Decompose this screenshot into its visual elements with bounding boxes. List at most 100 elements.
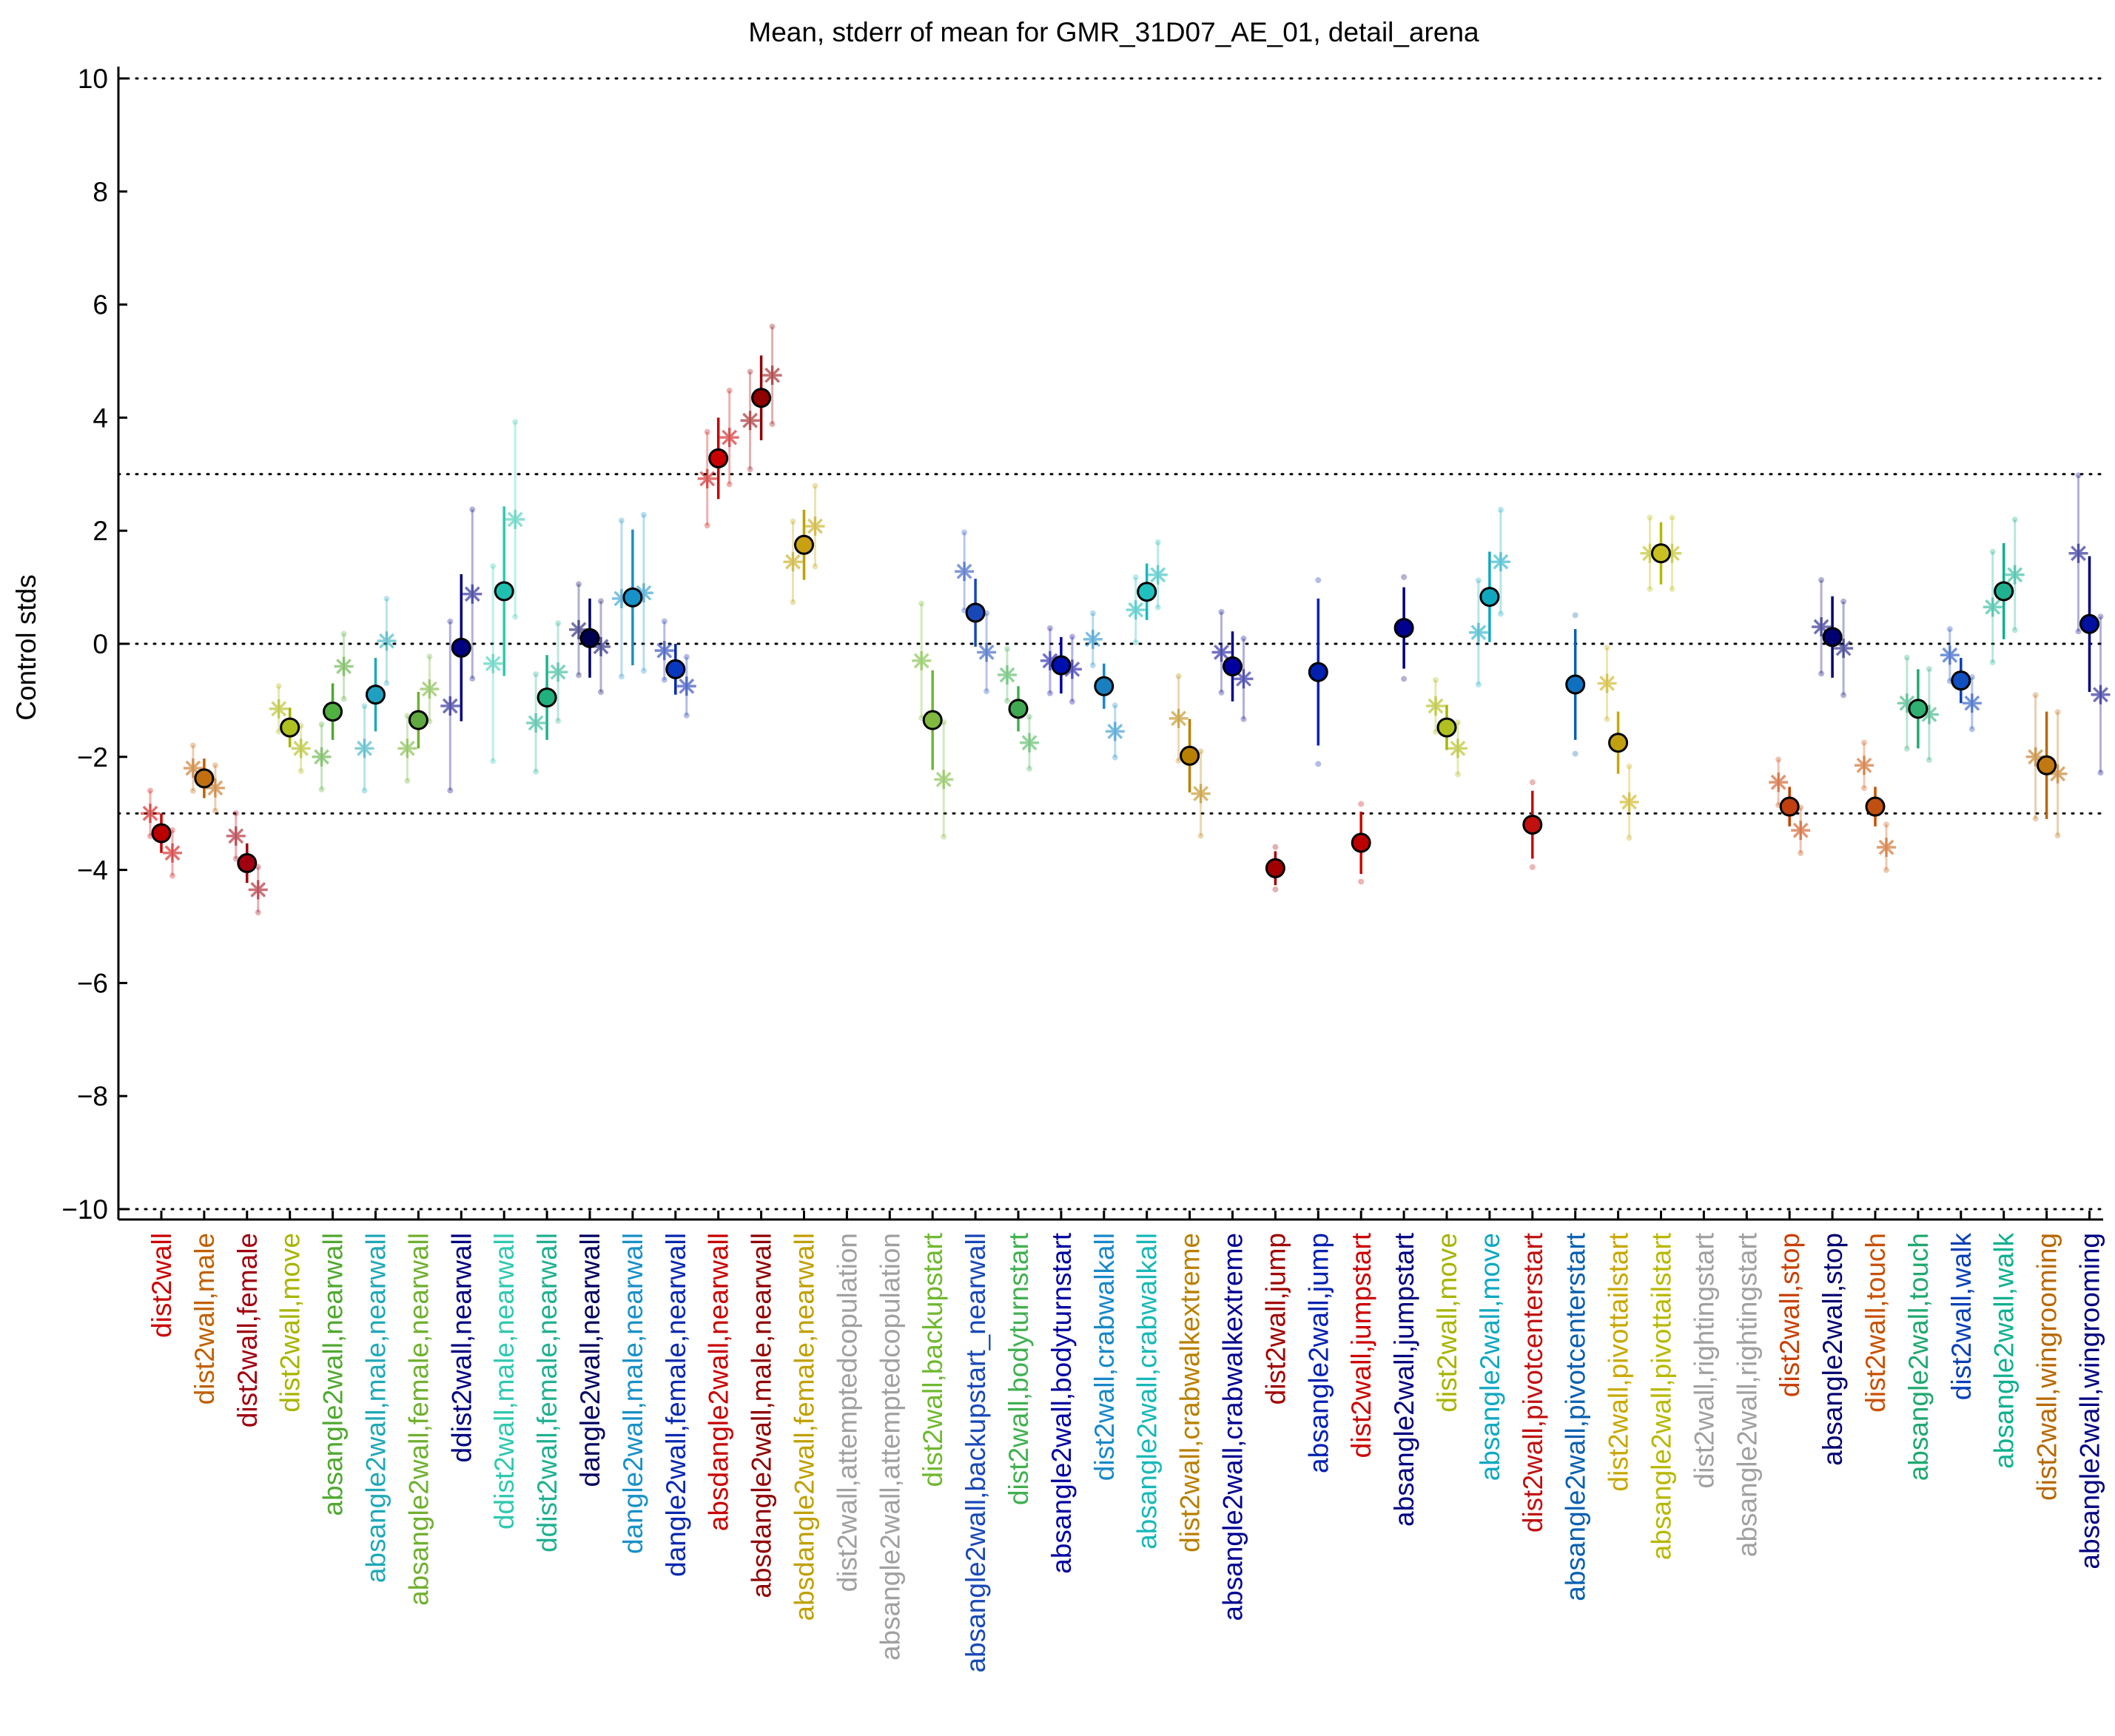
sex-error-dot [769, 323, 776, 330]
sex-error-dot [1818, 576, 1825, 583]
sex-error-dot [747, 369, 753, 375]
sex-error-dot [1497, 506, 1504, 513]
sex-error-dot [404, 778, 411, 784]
mean-marker [1994, 581, 2014, 602]
sex-error-dot [1883, 867, 1889, 873]
sex-error-dot [1669, 586, 1675, 593]
sex-error-dot [2097, 613, 2104, 620]
x-tick-label: absangle2wall,touch [1903, 1233, 1934, 1481]
sex-error-dot [361, 703, 368, 710]
sex-error-dot [2032, 692, 2039, 699]
x-tick-label: absangle2wall,crabwalkall [1132, 1233, 1163, 1550]
x-tick-label: dist2wall,touch [1860, 1233, 1891, 1413]
female-marker [505, 509, 525, 529]
mean-marker [1223, 656, 1243, 677]
sex-error-dot [1046, 690, 1053, 696]
sex-error-dot [812, 563, 818, 570]
male-marker [1597, 673, 1617, 693]
female-marker [1105, 721, 1125, 741]
sex-error-dot [1926, 757, 1932, 764]
mean-marker [194, 768, 215, 789]
male-marker [1169, 708, 1188, 728]
sex-error-dot [189, 742, 196, 749]
sex-error-dot [1989, 659, 1996, 666]
sex-error-dot [1433, 676, 1439, 683]
x-tick-label: ddist2wall,male,nearwall [489, 1233, 519, 1530]
x-tick-label: absdangle2wall,male,nearwall [747, 1233, 777, 1598]
x-tick-label: absangle2wall,crabwalkextreme [1218, 1233, 1248, 1621]
sex-error-dot [598, 689, 604, 696]
x-tick-label: absangle2wall,rightingstart [1732, 1232, 1762, 1557]
sex-error-dot [2097, 770, 2104, 776]
sex-error-dot [1968, 726, 1975, 733]
mean-marker [965, 602, 986, 623]
error-dot [1572, 750, 1578, 757]
sex-error-dot [1004, 645, 1010, 652]
sex-error-dot [726, 387, 733, 394]
sex-error-dot [1883, 821, 1889, 828]
male-marker [1940, 645, 1960, 665]
x-tick-label: absangle2wall,move [1475, 1233, 1505, 1481]
sex-error-dot [2054, 832, 2061, 839]
error-dot [1358, 801, 1365, 807]
male-marker [483, 653, 503, 673]
x-tick-label: dist2wall,crabwalkextreme [1175, 1233, 1206, 1552]
x-tick-label: absangle2wall,backupstart_nearwall [961, 1233, 991, 1672]
mean-marker [1865, 796, 1886, 817]
sex-error-dot [576, 581, 582, 588]
sex-error-dot [1455, 771, 1461, 778]
sex-error-dot [2075, 472, 2082, 479]
x-tick-label: dist2wall,walk [1946, 1233, 1977, 1401]
sex-error-dot [232, 855, 239, 862]
male-marker [1426, 696, 1445, 716]
x-tick-label: absangle2wall,jumpstart [1389, 1232, 1419, 1527]
sex-error-dot [1626, 835, 1633, 841]
female-marker [719, 428, 739, 448]
female-marker [1877, 838, 1896, 858]
sex-error-dot [1089, 610, 1096, 616]
sex-error-dot [318, 721, 325, 727]
sex-error-dot [169, 872, 175, 879]
male-marker [912, 650, 932, 670]
sex-error-dot [1475, 577, 1482, 584]
y-tick-label: −10 [61, 1194, 108, 1225]
x-ticks [160, 1211, 2091, 1219]
sex-error-dot [598, 598, 604, 605]
sex-error-dot [1669, 514, 1675, 521]
mean-marker [1137, 582, 1157, 602]
male-marker [998, 665, 1017, 685]
sex-error-dot [189, 787, 196, 794]
sex-error-dot [790, 518, 796, 525]
mean-marker [1779, 796, 1800, 817]
error-dot [1272, 844, 1279, 850]
female-marker [377, 631, 397, 651]
sex-error-dot [1433, 729, 1439, 736]
sex-error-dot [640, 667, 647, 674]
sex-error-dot [1240, 635, 1247, 642]
male-marker [2068, 543, 2088, 563]
y-tick-label: 6 [93, 290, 108, 320]
data-marks [141, 323, 2111, 916]
male-marker [654, 641, 674, 661]
x-tick-label: ddist2wall,female,nearwall [532, 1233, 562, 1552]
x-tick-label: dist2wall,backupstart [918, 1232, 948, 1487]
mean-marker [1565, 674, 1586, 695]
mean-marker [408, 710, 428, 730]
sex-error-dot [1218, 689, 1225, 696]
error-dot [1315, 761, 1322, 767]
sex-error-dot [704, 522, 710, 529]
y-tick-label: 10 [78, 64, 108, 94]
sex-error-dot [747, 466, 753, 473]
mean-marker [1008, 699, 1029, 719]
mean-marker [2079, 613, 2099, 634]
sex-error-dot [661, 676, 668, 683]
y-tick-label: 0 [93, 629, 108, 659]
female-marker [805, 517, 825, 536]
mean-marker [1393, 618, 1414, 639]
x-tick-label: absangle2wall,wingrooming [2075, 1233, 2105, 1570]
sex-error-dot [1132, 574, 1139, 581]
female-marker [1020, 733, 1039, 753]
male-marker [141, 804, 160, 824]
sex-error-dot [618, 673, 625, 680]
sex-error-dot [1026, 713, 1032, 720]
